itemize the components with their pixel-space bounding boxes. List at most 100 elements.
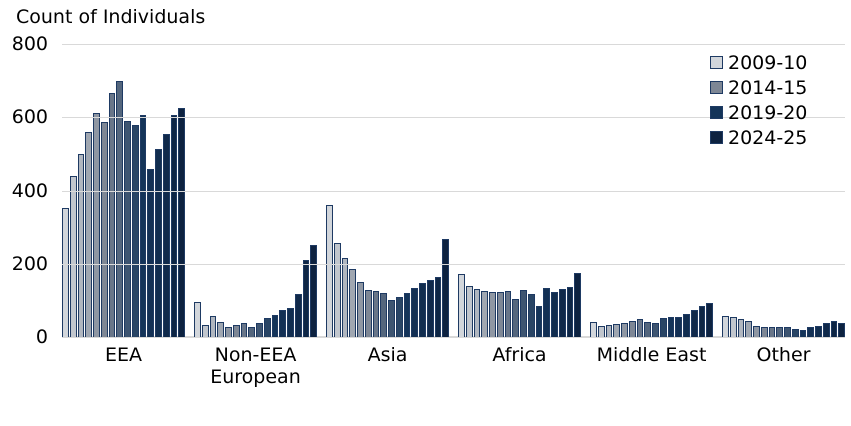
bar	[240, 323, 248, 337]
y-axis-tick-label: 200	[11, 252, 48, 275]
bar	[690, 309, 698, 337]
bar	[597, 325, 605, 337]
bar	[411, 288, 418, 337]
bar	[263, 317, 271, 337]
legend-swatch-2024-25	[710, 131, 723, 144]
gridline-600	[62, 117, 845, 119]
bar-group-asia	[326, 44, 449, 337]
bar	[551, 291, 558, 337]
bar	[822, 323, 830, 337]
bar	[100, 121, 108, 337]
bar	[543, 287, 550, 337]
bar	[807, 327, 814, 337]
bar	[287, 307, 294, 337]
bar	[659, 318, 667, 337]
bar	[815, 326, 822, 337]
x-axis-line	[62, 336, 845, 338]
legend-item: 2024-25	[710, 125, 807, 150]
legend-label: 2014-15	[728, 76, 808, 99]
bar	[698, 306, 706, 337]
bar	[341, 258, 349, 337]
legend: 2009-10 2014-15 2019-20 2024-25	[710, 50, 807, 150]
bar	[162, 133, 170, 337]
bar	[784, 327, 791, 337]
bar	[590, 322, 597, 337]
bar	[753, 326, 760, 337]
bar	[256, 323, 263, 337]
bar	[838, 322, 845, 337]
bar	[302, 260, 310, 337]
bar	[768, 326, 776, 337]
legend-swatch-2014-15	[710, 81, 723, 94]
bar	[496, 291, 504, 337]
x-axis-category-label: EEA	[104, 344, 142, 366]
bar	[232, 325, 240, 337]
gridline-200	[62, 263, 845, 265]
bar	[69, 175, 77, 337]
bar	[380, 293, 387, 337]
x-axis-category-label: Asia	[367, 344, 408, 366]
bar	[93, 112, 100, 337]
legend-swatch-2009-10	[710, 56, 723, 69]
legend-item: 2019-20	[710, 100, 807, 125]
bar	[683, 313, 690, 337]
x-axis-labels: EEA Non-EEA European Asia Africa Middle East…	[62, 344, 845, 388]
bar	[458, 273, 465, 337]
chart-title: Count of Individuals	[16, 6, 206, 28]
bar	[504, 290, 512, 337]
bar-group-africa	[458, 44, 581, 337]
legend-item: 2014-15	[710, 75, 807, 100]
bar	[364, 290, 372, 337]
bar	[520, 289, 527, 337]
y-axis-tick-label: 800	[11, 33, 48, 55]
bar	[372, 290, 380, 337]
bar	[108, 93, 116, 337]
bar	[636, 319, 644, 337]
bar-group-eea	[62, 44, 185, 337]
bar	[535, 305, 543, 337]
bar	[279, 310, 286, 337]
x-axis-category-label: Non-EEA European	[210, 344, 301, 388]
bar	[395, 296, 403, 337]
bar	[155, 149, 162, 337]
x-axis-category-label: Other	[756, 344, 811, 366]
bar	[426, 280, 434, 337]
bar	[294, 293, 302, 337]
bar	[194, 302, 201, 337]
gridline-800	[62, 44, 845, 45]
bar	[62, 208, 69, 337]
legend-label: 2009-10	[728, 51, 808, 74]
bar	[465, 285, 473, 337]
bar	[776, 326, 783, 337]
bar	[628, 320, 636, 337]
y-axis: 0 200 400 600 800	[0, 33, 54, 348]
y-axis-tick-label: 400	[11, 179, 48, 202]
bar	[419, 283, 426, 337]
bar	[310, 244, 317, 337]
bar	[139, 115, 147, 337]
bar	[489, 292, 496, 337]
bar	[473, 288, 481, 337]
bar	[349, 269, 356, 337]
bar	[357, 282, 364, 337]
bar	[791, 328, 799, 337]
bar-group-non-eea-european	[194, 44, 317, 337]
gridline-400	[62, 190, 845, 192]
bar	[85, 131, 92, 337]
legend-label: 2019-20	[728, 101, 808, 124]
plot-area	[62, 44, 845, 338]
bar	[147, 168, 154, 337]
bar	[388, 300, 395, 337]
bar	[442, 238, 449, 337]
bar	[201, 325, 209, 337]
bar	[512, 298, 519, 337]
legend-swatch-2019-20	[710, 106, 723, 119]
x-axis-category-label: Africa	[492, 344, 547, 366]
bar	[613, 323, 620, 337]
bar	[830, 320, 838, 337]
legend-label: 2024-25	[728, 126, 808, 149]
bar	[722, 316, 729, 337]
bar	[271, 315, 279, 337]
legend-item: 2009-10	[710, 50, 807, 75]
